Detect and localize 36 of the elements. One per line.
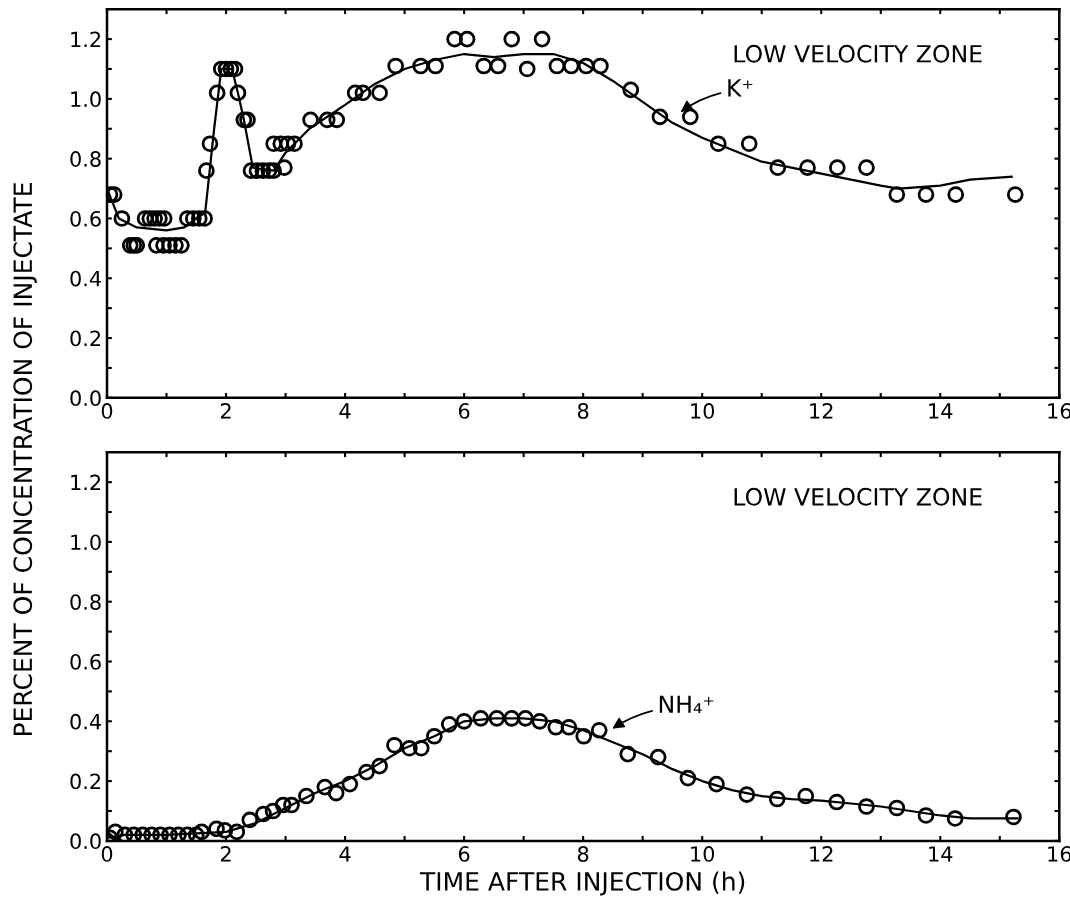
annotation: LOW VELOCITY ZONE [734,44,982,63]
x-tick-label: 12 [810,846,833,862]
y-tick-label: 0.4 [70,270,101,287]
x-tick-label: 10 [691,403,715,419]
x-tick-label: 14 [929,403,953,419]
x-tick-label: 10 [691,846,715,862]
x-tick-label: 4 [339,403,351,419]
y-axis-title: PERCENT OF CONCENTRATION OF INJECTATE [13,183,37,736]
x-tick-label: 8 [577,403,589,419]
x-axis-title: TIME AFTER INJECTION (h) [419,871,745,896]
x-tick-label: 14 [929,846,953,862]
y-tick-label: 0.6 [70,210,101,227]
x-tick-label: 6 [458,403,470,419]
y-tick-label: 0.4 [70,713,101,730]
y-tick-label: 0.0 [70,390,101,407]
annotation: LOW VELOCITY ZONE [734,487,982,506]
x-tick-label: 2 [220,403,231,419]
y-tick-label: 0.2 [70,773,101,790]
y-tick-label: 1.0 [71,91,101,108]
y-tick-label: 0.6 [70,653,101,670]
x-tick-label: 12 [810,403,833,419]
x-tick-label: 2 [220,846,231,862]
y-tick-label: 0.8 [70,151,101,167]
y-tick-label: 0.8 [70,594,101,610]
x-tick-label: 0 [101,403,113,419]
y-tick-label: 0.2 [70,330,101,347]
x-tick-label: 6 [458,846,470,862]
x-tick-label: 0 [101,846,113,862]
annotation: NH₄⁺ [659,695,714,713]
y-tick-label: 1.0 [71,534,101,551]
y-tick-label: 1.2 [71,474,101,491]
y-tick-label: 0.0 [70,833,101,850]
y-tick-label: 1.2 [71,31,101,47]
x-tick-label: 4 [339,846,351,862]
annotation: K⁺ [728,79,753,97]
x-tick-label: 8 [577,846,589,862]
